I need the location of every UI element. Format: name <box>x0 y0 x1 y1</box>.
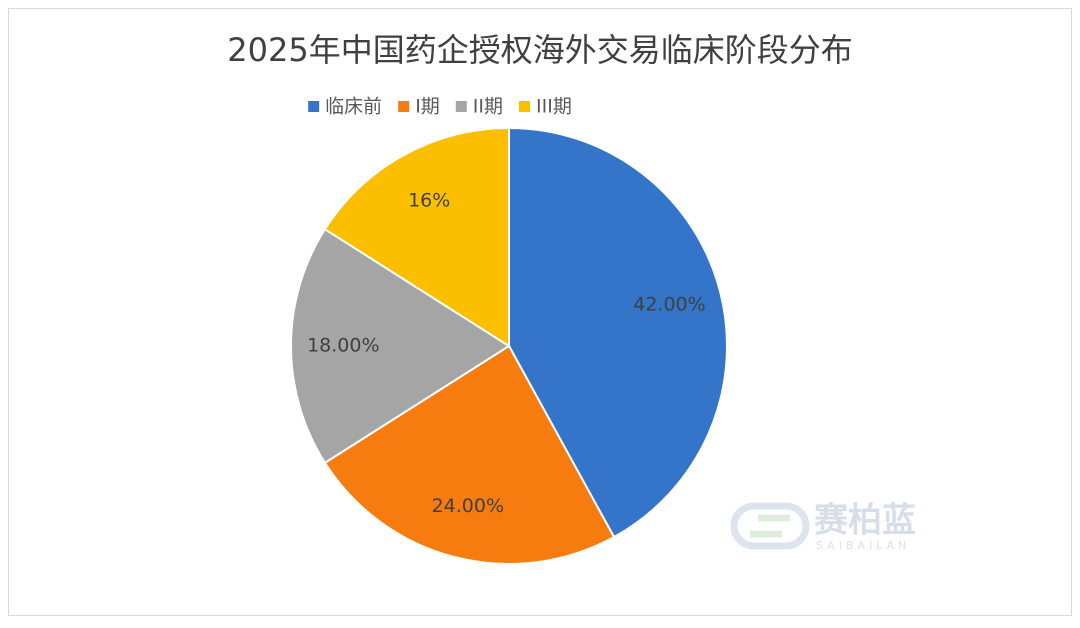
data-label: 18.00% <box>307 335 379 357</box>
legend-swatch <box>519 101 531 112</box>
pie-slice <box>323 344 616 565</box>
legend-label: I期 <box>415 96 440 118</box>
data-label: 24.00% <box>432 495 504 517</box>
pie-slice <box>290 227 511 465</box>
data-label: 42.00% <box>633 293 705 315</box>
legend-swatch <box>308 101 320 112</box>
watermark-latin: SAIBAILAN <box>816 539 910 552</box>
legend-label: 临床前 <box>325 96 382 118</box>
legend-label: II期 <box>473 96 503 118</box>
legend-label: III期 <box>536 96 572 118</box>
watermark-text: 赛柏蓝 <box>814 501 916 541</box>
watermark-logo <box>730 502 810 550</box>
legend-swatch <box>398 101 410 112</box>
legend-swatch <box>455 101 467 112</box>
watermark: 赛柏蓝 SAIBAILAN <box>730 501 916 552</box>
chart-title: 2025年中国药企授权海外交易临床阶段分布 <box>227 31 852 69</box>
watermark-logo-mark <box>750 514 790 538</box>
pie-slice <box>323 126 510 348</box>
data-label: 16% <box>408 189 450 211</box>
pie-slice <box>508 126 728 539</box>
